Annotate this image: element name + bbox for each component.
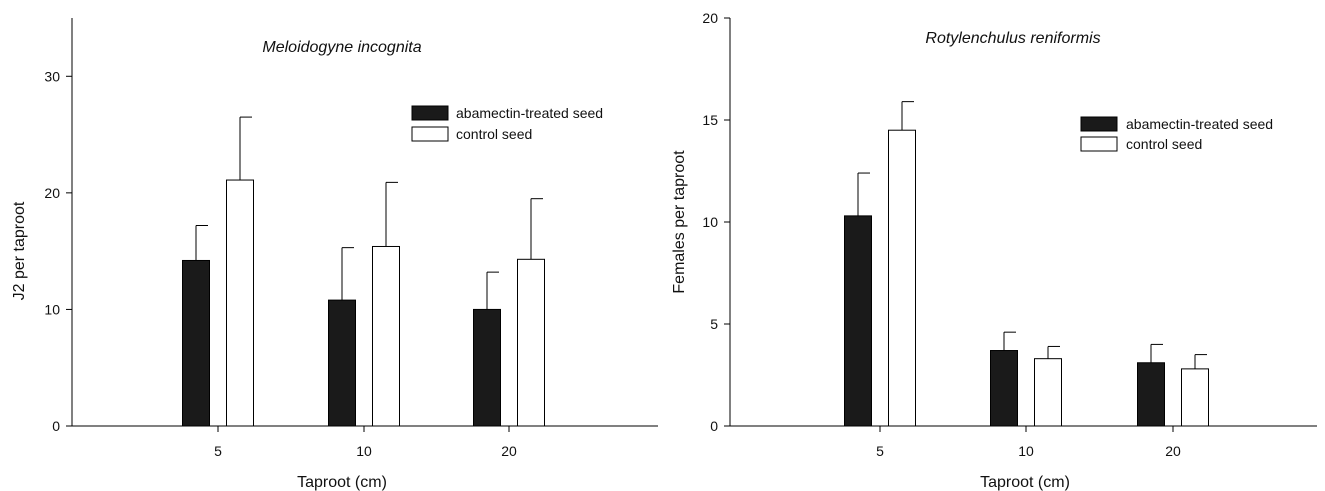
bar-treated (1137, 362, 1165, 427)
legend-swatch-treated (411, 105, 449, 121)
bar-treated (990, 350, 1018, 427)
legend-swatch-control (1080, 136, 1118, 152)
legend-swatch-treated (1080, 116, 1118, 132)
bar-control (1034, 358, 1062, 427)
bar-control (1181, 368, 1209, 427)
y-tick-label: 30 (44, 68, 60, 84)
y-tick-label: 0 (710, 418, 718, 434)
bar-treated (328, 299, 356, 427)
chart-rotylenchulus: Rotylenchulus reniformis Taproot (cm) Fe… (671, 10, 1317, 491)
bar-treated (844, 215, 872, 427)
legend-label-treated: abamectin-treated seed (456, 105, 603, 121)
x-tick-label: 20 (501, 443, 517, 459)
legend-label-treated: abamectin-treated seed (1126, 116, 1273, 132)
x-tick-label: 20 (1165, 443, 1181, 459)
y-axis-label: Females per taproot (671, 150, 688, 294)
y-tick-label: 5 (710, 316, 718, 332)
legend-swatch-control (411, 126, 449, 142)
legend-label-control: control seed (1126, 136, 1202, 152)
y-tick-label: 20 (44, 185, 60, 201)
chart-title: Meloidogyne incognita (262, 39, 421, 56)
x-tick-label: 10 (356, 443, 372, 459)
bar-control (226, 179, 254, 427)
y-tick-label: 20 (702, 10, 718, 26)
bar-treated (182, 259, 210, 427)
bar-control (517, 258, 545, 427)
x-tick-label: 5 (214, 443, 222, 459)
legend: abamectin-treated seed control seed (411, 105, 603, 142)
y-tick-label: 15 (702, 112, 718, 128)
y-axis-label: J2 per taproot (11, 201, 28, 300)
chart-title: Rotylenchulus reniformis (925, 30, 1100, 47)
y-tick-label: 0 (52, 418, 60, 434)
chart-meloidogyne: Meloidogyne incognita Taproot (cm) J2 pe… (11, 18, 658, 491)
x-tick-label: 10 (1018, 443, 1034, 459)
y-tick-label: 10 (702, 214, 718, 230)
legend: abamectin-treated seed control seed (1080, 116, 1273, 152)
x-tick-label: 5 (876, 443, 884, 459)
bar-control (372, 245, 400, 427)
y-tick-label: 10 (44, 301, 60, 317)
bar-control (888, 129, 916, 427)
legend-label-control: control seed (456, 126, 532, 142)
x-axis-label: Taproot (cm) (980, 474, 1070, 491)
bar-treated (473, 308, 501, 427)
x-axis-label: Taproot (cm) (297, 474, 387, 491)
